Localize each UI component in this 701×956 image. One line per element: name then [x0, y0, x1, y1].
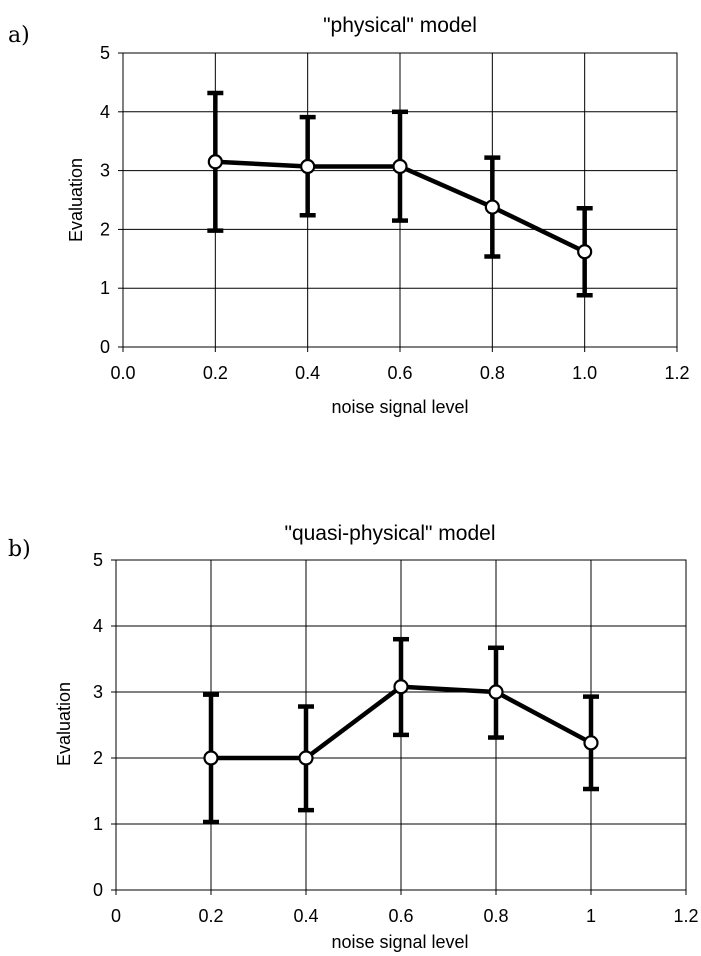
chart-a-xtick-label-0: 0.0 — [110, 363, 135, 383]
chart-b-xtick-label-3: 0.6 — [388, 906, 413, 926]
chart-a-data-point-1 — [300, 158, 316, 175]
chart-a-xtick-label-3: 0.6 — [387, 363, 412, 383]
chart-a-xtick-label-6: 1.2 — [664, 363, 689, 383]
chart-b-xtick-label-4: 0.8 — [483, 906, 508, 926]
chart-b-data-point-3 — [488, 684, 504, 700]
chart-b-ytick-label-2: 2 — [93, 748, 103, 768]
chart-a-y-ticks: 0 1 2 3 4 5 — [100, 43, 123, 357]
chart-a-data-point-0 — [207, 154, 223, 170]
chart-a-title: "physical" model — [323, 14, 477, 37]
chart-a-data-point-3 — [484, 199, 500, 215]
chart-b-xtick-label-5: 1 — [586, 906, 596, 926]
chart-a-xtick-label-4: 0.8 — [480, 363, 505, 383]
chart-b-data-point-0 — [203, 750, 219, 766]
chart-a-y-axis-label: Evaluation — [66, 158, 86, 242]
chart-b-ytick-label-0: 0 — [93, 880, 103, 900]
chart-a-panel-label: a) — [8, 23, 30, 48]
chart-b-title: "quasi-physical" model — [284, 522, 495, 545]
chart-a-ytick-label-1: 1 — [100, 278, 110, 298]
chart-a-x-axis-label: noise signal level — [331, 397, 468, 417]
chart-a-data-point-2 — [392, 158, 408, 175]
chart-a-xtick-label-2: 0.4 — [295, 363, 320, 383]
chart-a-ytick-label-2: 2 — [100, 219, 110, 239]
chart-b-x-ticks: 0 0.2 0.4 0.6 0.8 1 1.2 — [111, 890, 699, 926]
chart-a-points — [207, 154, 593, 260]
chart-a-ytick-label-3: 3 — [100, 161, 110, 181]
chart-b-xtick-label-1: 0.2 — [198, 906, 223, 926]
chart-b-panel-label: b) — [8, 537, 31, 562]
chart-a-ytick-label-0: 0 — [100, 337, 110, 357]
chart-b-ytick-label-5: 5 — [93, 550, 103, 570]
chart-b-ytick-label-4: 4 — [93, 616, 103, 636]
chart-b-ytick-label-1: 1 — [93, 814, 103, 834]
chart-a-error-bars — [207, 90, 593, 298]
chart-b: b) "quasi-physical" model 0 1 2 3 4 5 0 0.2 0.4… — [8, 522, 699, 952]
chart-b-data-point-4 — [583, 735, 599, 751]
chart-b-xtick-label-2: 0.4 — [293, 906, 318, 926]
chart-a-data-point-4 — [577, 244, 593, 260]
chart-b-data-point-1 — [298, 750, 314, 766]
chart-a-xtick-label-1: 0.2 — [203, 363, 228, 383]
chart-b-x-axis-label: noise signal level — [331, 932, 468, 952]
chart-b-points — [203, 679, 599, 766]
chart-a-ytick-label-5: 5 — [100, 43, 110, 63]
chart-b-y-ticks: 0 1 2 3 4 5 — [93, 550, 116, 900]
chart-a-x-ticks: 0.0 0.2 0.4 0.6 0.8 1.0 1.2 — [110, 347, 690, 383]
chart-b-xtick-label-0: 0 — [111, 906, 121, 926]
chart-b-ytick-label-3: 3 — [93, 682, 103, 702]
chart-b-y-axis-label: Evaluation — [54, 682, 74, 766]
chart-a-ytick-label-4: 4 — [100, 102, 110, 122]
chart-b-data-point-2 — [393, 679, 409, 695]
chart-a-xtick-label-5: 1.0 — [572, 363, 597, 383]
chart-b-xtick-label-6: 1.2 — [673, 906, 698, 926]
